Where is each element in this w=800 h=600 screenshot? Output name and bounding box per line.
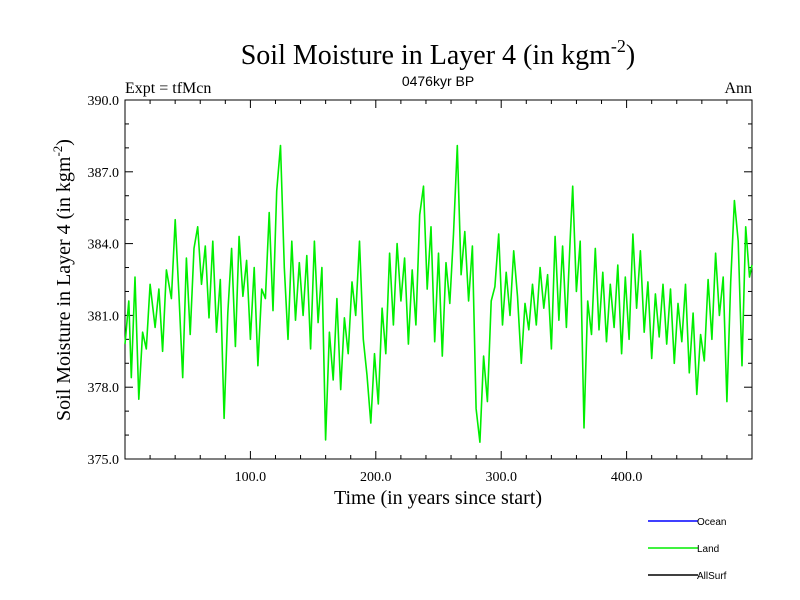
chart-subtitle: 0476kyr BP bbox=[402, 73, 474, 89]
experiment-label: Expt = tfMcn bbox=[125, 80, 211, 97]
legend-label-allsurf: AllSurf bbox=[697, 571, 727, 582]
y-tick-label: 384.0 bbox=[88, 238, 120, 253]
x-tick-label: 400.0 bbox=[611, 470, 643, 485]
x-axis-label: Time (in years since start) bbox=[334, 487, 542, 509]
plot-frame bbox=[124, 99, 753, 460]
x-tick-label: 200.0 bbox=[360, 470, 392, 485]
x-tick-label: 100.0 bbox=[235, 470, 267, 485]
legend: Ocean Land AllSurf bbox=[648, 517, 727, 582]
y-axis-label: Soil Moisture in Layer 4 (in kgm-2) bbox=[50, 139, 75, 421]
axis-ticks: 375.0 378.0 381.0 384.0 387.0 390.0 100.0 200.0… bbox=[88, 94, 752, 485]
x-tick-label: 300.0 bbox=[485, 470, 517, 485]
chart-title: Soil Moisture in Layer 4 (in kgm-2) bbox=[241, 36, 636, 71]
y-tick-label: 378.0 bbox=[88, 381, 120, 396]
y-tick-label: 387.0 bbox=[88, 166, 120, 181]
y-tick-label: 381.0 bbox=[88, 309, 120, 324]
legend-label-ocean: Ocean bbox=[697, 517, 726, 528]
legend-label-land: Land bbox=[697, 544, 719, 555]
y-tick-label: 390.0 bbox=[88, 94, 120, 109]
series-layer bbox=[124, 144, 753, 443]
series-line-land bbox=[124, 144, 753, 443]
y-tick-label: 375.0 bbox=[88, 453, 120, 468]
season-label: Ann bbox=[724, 80, 752, 97]
